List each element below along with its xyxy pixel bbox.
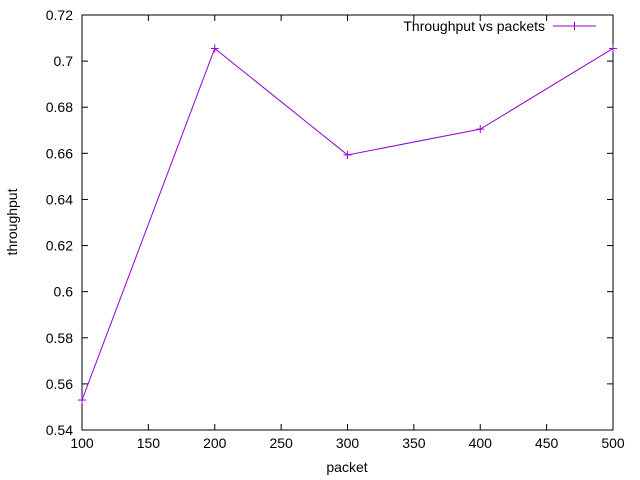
x-tick-label: 150: [137, 435, 161, 451]
data-point: [210, 44, 219, 53]
data-point: [476, 125, 485, 134]
plot-frame: [81, 14, 614, 431]
y-tick-label: 0.7: [54, 53, 74, 69]
data-point: [78, 396, 86, 405]
x-tick-label: 200: [203, 435, 227, 451]
x-tick-label: 250: [269, 435, 293, 451]
legend-marker: [570, 22, 579, 30]
x-tick-label: 100: [70, 435, 94, 451]
y-tick-label: 0.72: [46, 7, 73, 23]
axis-ticks: 100 150 200 250 300 350 400 450 500 0.54 0.56 0.58 0…: [46, 7, 625, 451]
y-tick-label: 0.58: [46, 330, 73, 346]
y-tick-label: 0.66: [46, 145, 73, 161]
x-tick-label: 450: [535, 435, 559, 451]
y-tick-label: 0.6: [54, 284, 74, 300]
x-tick-label: 300: [336, 435, 360, 451]
y-tick-label: 0.68: [46, 99, 73, 115]
x-tick-label: 400: [469, 435, 493, 451]
legend-label: Throughput vs packets: [403, 18, 545, 34]
series-layer: [78, 44, 617, 405]
data-point: [609, 44, 617, 53]
y-tick-label: 0.54: [46, 422, 73, 438]
x-axis-label: packet: [326, 459, 367, 475]
data-point: [570, 22, 579, 30]
y-tick-label: 0.56: [46, 376, 73, 392]
series-line: [81, 47, 614, 401]
x-tick-label: 350: [402, 435, 426, 451]
x-tick-label: 500: [601, 435, 625, 451]
legend: Throughput vs packets: [403, 18, 596, 34]
y-tick-label: 0.62: [46, 238, 73, 254]
y-axis-label: throughput: [4, 188, 20, 255]
data-point: [343, 150, 352, 159]
y-tick-label: 0.64: [46, 191, 73, 207]
